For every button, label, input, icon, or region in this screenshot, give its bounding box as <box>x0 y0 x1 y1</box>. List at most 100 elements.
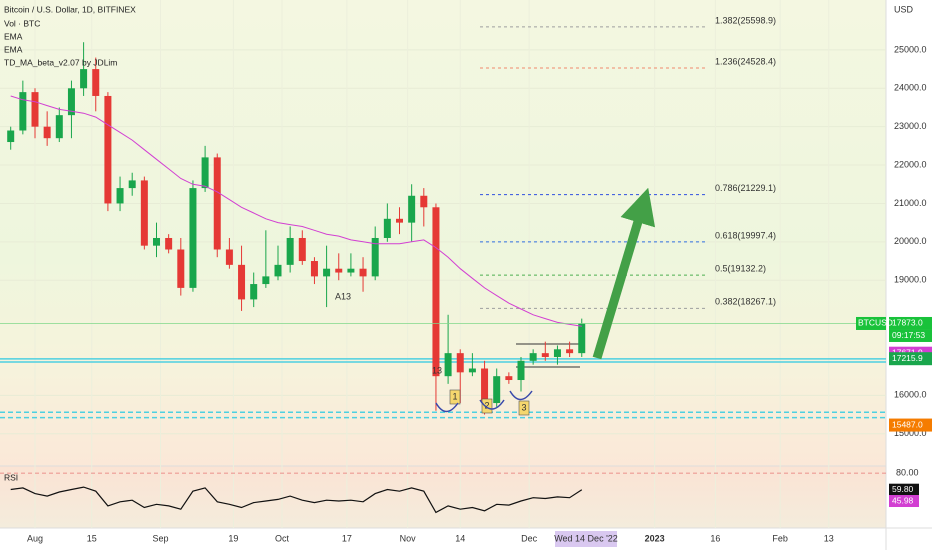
x-tick-label: 13 <box>824 533 834 543</box>
candle-body <box>225 249 233 265</box>
annotation-box <box>518 400 530 416</box>
candle-body <box>262 276 270 285</box>
x-tick-label: Feb <box>772 533 788 543</box>
candle-body <box>529 353 537 361</box>
candle-body <box>201 157 209 189</box>
candle-body <box>250 284 258 300</box>
annotation-box <box>481 398 493 414</box>
candle-body <box>371 237 379 277</box>
candle-body <box>517 360 525 381</box>
fib-label: 0.5(19132.2) <box>715 264 766 274</box>
candle-body <box>505 376 513 381</box>
candle-body <box>274 264 282 277</box>
chart-title: Bitcoin / U.S. Dollar, 1D, BITFINEX <box>4 4 136 14</box>
candle-body <box>189 188 197 288</box>
price-tag <box>889 352 932 366</box>
x-tick-label: Sep <box>153 533 169 543</box>
fib-label: 0.618(19997.4) <box>715 230 776 240</box>
candle-body <box>286 237 294 265</box>
candle-body <box>578 323 586 354</box>
arc <box>479 399 505 410</box>
x-tick-label: 15 <box>87 533 97 543</box>
candle-body <box>80 69 88 89</box>
arrow <box>592 187 656 360</box>
plot: 1.382(25598.9) 1.236(24528.4) 0.786(21229.… <box>0 0 886 528</box>
candle-body <box>104 95 112 204</box>
x-tick-label: 16 <box>710 533 720 543</box>
annotation-box <box>449 389 461 405</box>
rsi-pane <box>0 466 886 528</box>
candle-body <box>383 218 391 238</box>
y-tick-label: 25000.0 <box>894 44 927 54</box>
legend-item: Vol · BTC <box>4 18 40 28</box>
y-tick-label: 80.00 <box>896 468 919 478</box>
annotation: 2 <box>484 400 489 410</box>
candle-body <box>153 237 160 246</box>
annotation: 1 <box>452 391 457 401</box>
candle-body <box>468 368 476 373</box>
fib-label: 1.236(24528.4) <box>715 56 776 66</box>
candle-body <box>19 92 27 131</box>
x-tick-label: Oct <box>275 533 290 543</box>
fib-label: 0.382(18267.1) <box>715 297 776 307</box>
legend-item: EMA <box>4 44 23 54</box>
rsi-tag <box>889 483 919 496</box>
legend-item: EMA <box>4 31 23 41</box>
currency-label: USD <box>894 4 914 14</box>
arc <box>509 390 533 401</box>
fib-label: 1.382(25598.9) <box>715 15 776 25</box>
time-axis <box>0 528 886 550</box>
candle-body <box>493 376 501 404</box>
candle-body <box>335 268 343 273</box>
candle-body <box>55 115 63 139</box>
candle-body <box>140 180 148 246</box>
price-tag <box>889 316 932 330</box>
price-tag-label: 17215.9 <box>892 353 923 363</box>
y-tick-label: 24000.0 <box>894 83 927 93</box>
arc <box>435 402 459 413</box>
candle-body <box>553 349 561 357</box>
candle-body <box>116 188 124 204</box>
candle-body <box>213 157 221 250</box>
candle-body <box>444 353 452 377</box>
price-axis <box>886 0 932 550</box>
x-tick-label: Aug <box>27 533 43 543</box>
price-tag-label: 17873.0 <box>892 318 923 328</box>
y-tick-label: 22000.0 <box>894 159 927 169</box>
rsi-tag-label: 59.80 <box>892 484 914 494</box>
x-tick-label: 2023 <box>645 533 665 543</box>
rsi-title: RSI <box>4 472 18 482</box>
candle-body <box>481 368 489 404</box>
candle-body <box>43 126 51 139</box>
x-tick-label: Nov <box>400 533 417 543</box>
cursor-date-bg <box>555 531 617 547</box>
y-tick-label: 19000.0 <box>894 275 927 285</box>
price-tag-label: 15487.0 <box>892 419 923 429</box>
countdown-bg <box>889 329 932 342</box>
y-tick-label: 16000.0 <box>894 390 927 400</box>
fib-label: 0.786(21229.1) <box>715 183 776 193</box>
candle-body <box>541 353 549 357</box>
candle-body <box>420 195 428 208</box>
x-tick-label: 14 <box>455 533 465 543</box>
price-tag <box>889 418 932 432</box>
y-tick-label: 21000.0 <box>894 198 927 208</box>
candle-body <box>177 249 185 288</box>
candle-body <box>31 92 39 127</box>
ema-line <box>10 95 582 327</box>
annotation: A13 <box>335 291 351 301</box>
candle-body <box>396 218 403 223</box>
rsi-tag <box>889 495 919 508</box>
candle-body <box>238 264 246 300</box>
candle-body <box>7 130 15 143</box>
candle-body <box>408 195 416 223</box>
candle-body <box>456 353 464 373</box>
rsi-line <box>10 486 583 514</box>
candle-body <box>298 237 306 262</box>
symbol-tag <box>856 316 886 330</box>
y-tick-label: 15000.0 <box>894 428 927 438</box>
candle-body <box>67 88 75 116</box>
candle-body <box>359 268 367 277</box>
annotation: 13 <box>432 365 442 375</box>
